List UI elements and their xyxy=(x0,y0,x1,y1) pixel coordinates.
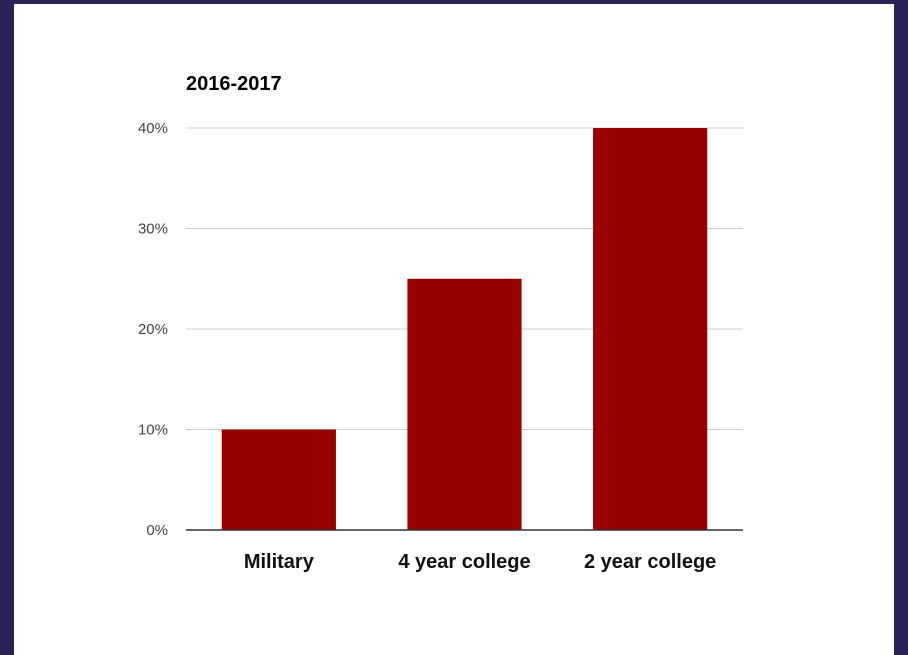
x-category-label: 2 year college xyxy=(584,551,716,573)
y-tick-label: 0% xyxy=(146,522,168,539)
y-tick-label: 30% xyxy=(138,221,168,238)
x-category-label: 4 year college xyxy=(398,551,530,573)
bar-4-year-college xyxy=(407,278,522,530)
x-category-labels: Military 4 year college 2 year college xyxy=(244,551,717,573)
y-tick-label: 10% xyxy=(138,422,168,439)
y-tick-labels: 0% 10% 20% 30% 40% xyxy=(138,120,168,539)
bar-2-year-college xyxy=(593,128,708,530)
bars xyxy=(221,128,708,530)
chart-title: 2016-2017 xyxy=(186,73,282,95)
y-tick-label: 20% xyxy=(138,321,168,338)
x-category-label: Military xyxy=(244,551,315,573)
y-tick-label: 40% xyxy=(138,120,168,137)
bar-military xyxy=(221,429,336,530)
